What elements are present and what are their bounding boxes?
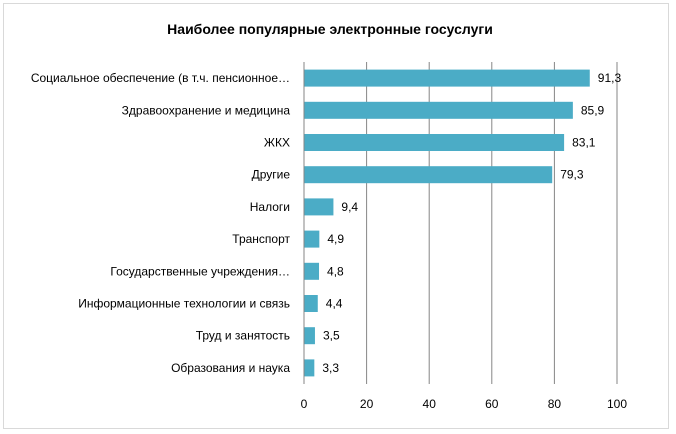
x-tick-label: 0	[301, 397, 308, 411]
x-tick-label: 40	[423, 397, 437, 411]
category-label: Труд и занятость	[196, 329, 290, 343]
data-label: 85,9	[581, 103, 605, 117]
data-label: 4,9	[327, 232, 344, 246]
data-label: 4,8	[327, 264, 344, 278]
data-label: 91,3	[598, 71, 622, 85]
data-label: 79,3	[560, 168, 584, 182]
bar	[304, 230, 320, 248]
category-label: Образования и наука	[171, 361, 290, 375]
category-label: ЖКХ	[264, 136, 290, 150]
x-tick-label: 100	[607, 397, 627, 411]
x-tick-label: 20	[360, 397, 374, 411]
data-labels: 91,3 85,9 83,1 79,3 9,4 4,9 4,8 4,4 3,5 3,3	[322, 71, 621, 375]
data-label: 4,4	[326, 297, 343, 311]
bar	[304, 359, 315, 377]
bar	[304, 327, 315, 345]
bar	[304, 166, 553, 184]
bar	[304, 69, 590, 87]
category-label: Другие	[252, 168, 291, 182]
category-labels: Социальное обеспечение (в т.ч. пенсионно…	[31, 71, 291, 375]
data-label: 9,4	[341, 200, 358, 214]
x-tick-label: 80	[548, 397, 562, 411]
category-label: Транспорт	[232, 232, 290, 246]
x-tick-label: 60	[485, 397, 499, 411]
data-label: 83,1	[572, 136, 596, 150]
bar	[304, 101, 573, 119]
category-label: Налоги	[250, 200, 290, 214]
bar	[304, 295, 318, 312]
category-label: Социальное обеспечение (в т.ч. пенсионно…	[31, 71, 290, 85]
category-label: Информационные технологии и связь	[78, 297, 290, 311]
bars	[304, 69, 590, 377]
bar	[304, 134, 565, 151]
x-axis-ticks: 0 20 40 60 80 100	[301, 397, 628, 411]
data-label: 3,5	[323, 329, 340, 343]
data-label: 3,3	[322, 361, 339, 375]
category-label: Государственные учреждения…	[110, 264, 290, 278]
chart-title: Наиболее популярные электронные госуслуг…	[167, 21, 493, 37]
bar	[304, 198, 334, 216]
bar	[304, 262, 320, 280]
category-label: Здравоохранение и медицина	[122, 103, 291, 117]
